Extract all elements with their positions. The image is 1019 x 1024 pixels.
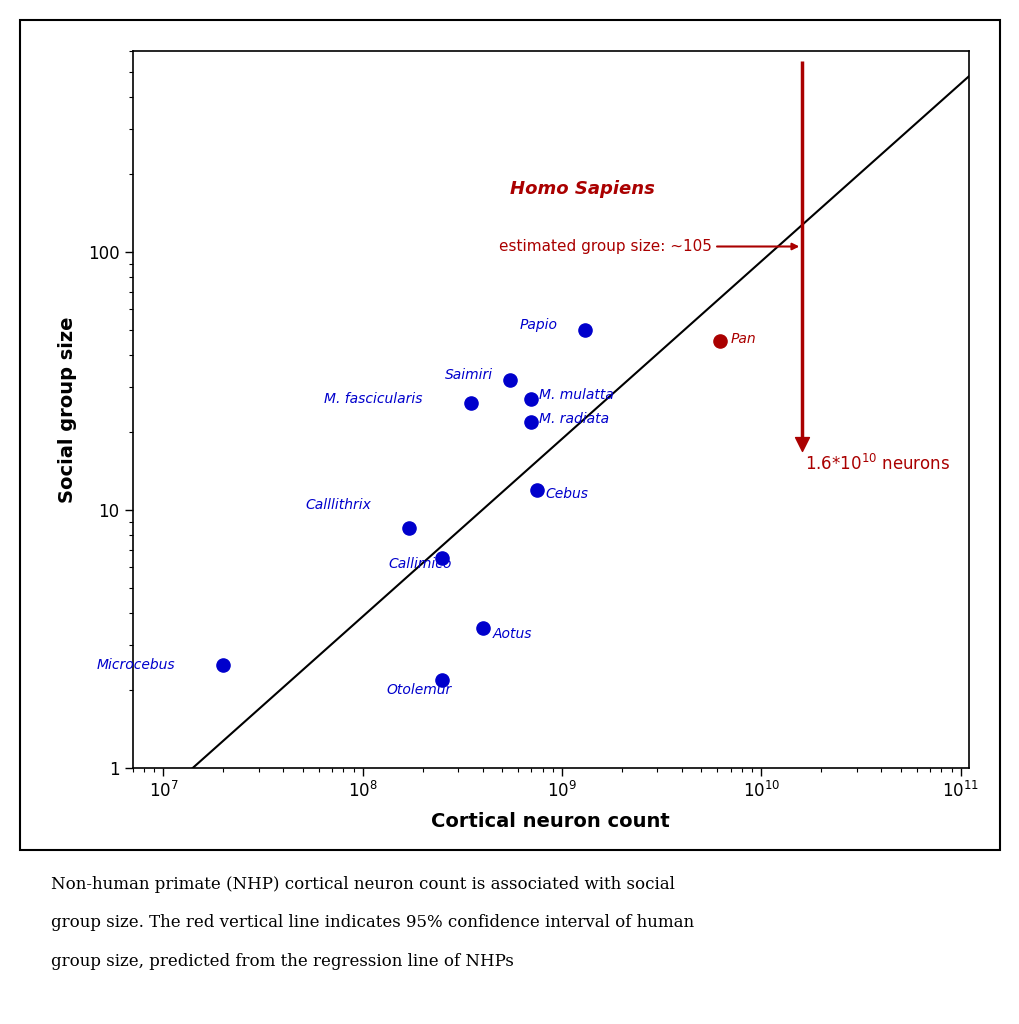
- Point: [576, 322, 592, 338]
- Text: M. mulatta: M. mulatta: [539, 388, 613, 401]
- Text: Otolemur: Otolemur: [386, 683, 451, 697]
- Point: [433, 672, 449, 688]
- Point: [433, 550, 449, 566]
- Point: [215, 657, 231, 674]
- Text: M. fascicularis: M. fascicularis: [324, 392, 423, 406]
- Text: 1.6*10$^{10}$ neurons: 1.6*10$^{10}$ neurons: [804, 454, 950, 474]
- Point: [529, 481, 545, 498]
- Text: Non-human primate (NHP) cortical neuron count is associated with social: Non-human primate (NHP) cortical neuron …: [51, 876, 675, 893]
- Text: M. radiata: M. radiata: [539, 412, 609, 426]
- Point: [711, 333, 728, 349]
- Point: [523, 390, 539, 407]
- Point: [501, 372, 518, 388]
- Text: Microcebus: Microcebus: [97, 658, 175, 673]
- Text: Calllithrix: Calllithrix: [305, 498, 371, 512]
- Point: [463, 394, 479, 411]
- Text: group size, predicted from the regression line of NHPs: group size, predicted from the regressio…: [51, 953, 514, 971]
- Text: Homo Sapiens: Homo Sapiens: [510, 180, 654, 199]
- Text: estimated group size: ~105: estimated group size: ~105: [498, 239, 796, 254]
- Point: [400, 520, 417, 537]
- Text: Papio: Papio: [519, 318, 557, 332]
- Text: Pan: Pan: [730, 332, 755, 346]
- Text: Cebus: Cebus: [544, 487, 587, 502]
- Text: Callimico: Callimico: [388, 557, 451, 570]
- Text: Saimiri: Saimiri: [444, 368, 492, 382]
- Y-axis label: Social group size: Social group size: [58, 316, 76, 503]
- Text: group size. The red vertical line indicates 95% confidence interval of human: group size. The red vertical line indica…: [51, 914, 694, 932]
- Point: [474, 620, 490, 636]
- Text: Aotus: Aotus: [492, 628, 532, 641]
- Point: [523, 414, 539, 430]
- X-axis label: Cortical neuron count: Cortical neuron count: [431, 812, 669, 831]
- Point: [793, 436, 809, 453]
